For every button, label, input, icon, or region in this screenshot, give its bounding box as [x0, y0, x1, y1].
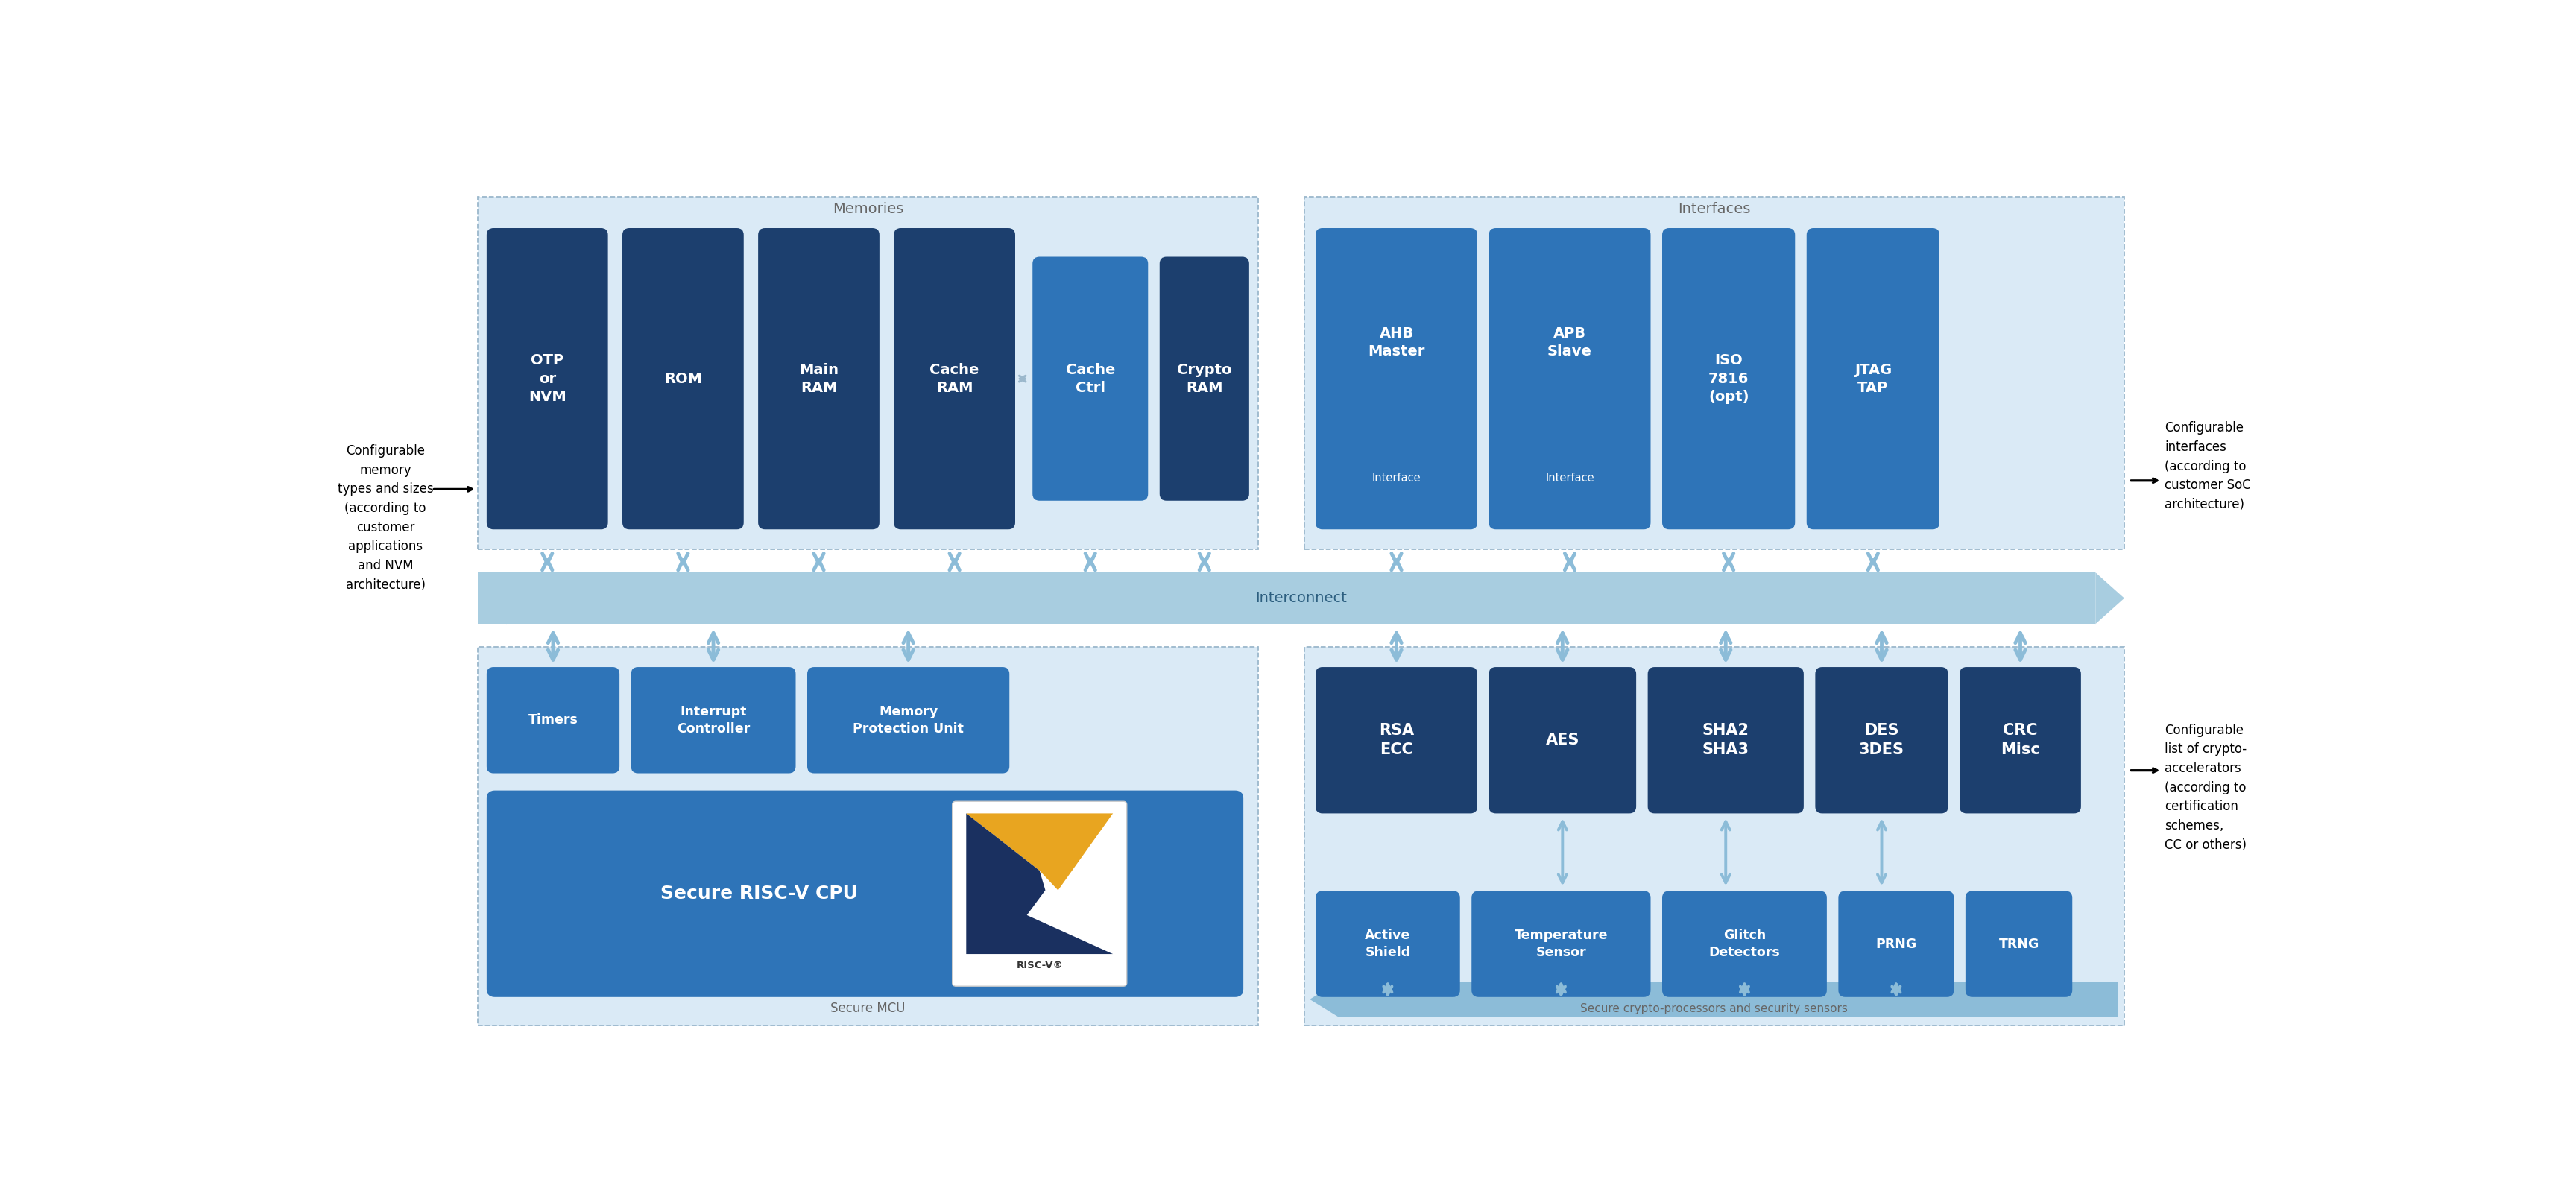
Text: SHA2
SHA3: SHA2 SHA3 — [1703, 723, 1749, 757]
Bar — [1303, 647, 2125, 1025]
Text: Secure MCU: Secure MCU — [829, 1001, 904, 1016]
FancyBboxPatch shape — [1806, 228, 1940, 530]
FancyBboxPatch shape — [1839, 891, 1953, 997]
Bar — [479, 196, 1257, 549]
FancyBboxPatch shape — [487, 228, 608, 530]
Text: Interrupt
Controller: Interrupt Controller — [677, 704, 750, 735]
FancyBboxPatch shape — [1033, 257, 1149, 500]
FancyBboxPatch shape — [1662, 891, 1826, 997]
Text: Configurable
interfaces
(according to
customer SoC
architecture): Configurable interfaces (according to cu… — [2164, 422, 2251, 511]
FancyBboxPatch shape — [757, 228, 878, 530]
Text: CRC
Misc: CRC Misc — [2002, 723, 2040, 757]
Text: Cache
RAM: Cache RAM — [930, 362, 979, 394]
Text: Interface: Interface — [1546, 473, 1595, 484]
Text: Glitch
Detectors: Glitch Detectors — [1708, 929, 1780, 959]
Text: TRNG: TRNG — [1999, 937, 2040, 950]
Text: Crypto
RAM: Crypto RAM — [1177, 362, 1231, 394]
Polygon shape — [966, 814, 1113, 954]
FancyBboxPatch shape — [1662, 228, 1795, 530]
FancyBboxPatch shape — [1960, 668, 2081, 814]
Polygon shape — [1309, 981, 1340, 1017]
Polygon shape — [2094, 573, 2125, 624]
Text: Secure RISC-V CPU: Secure RISC-V CPU — [659, 885, 858, 903]
Text: RISC-V®: RISC-V® — [1015, 960, 1064, 971]
FancyBboxPatch shape — [1489, 228, 1651, 530]
Text: Memory
Protection Unit: Memory Protection Unit — [853, 704, 963, 735]
Text: Secure crypto-processors and security sensors: Secure crypto-processors and security se… — [1582, 1003, 1847, 1015]
Text: Timers: Timers — [528, 714, 577, 727]
Text: Temperature
Sensor: Temperature Sensor — [1515, 929, 1607, 959]
Bar — [1340, 981, 2117, 1017]
FancyBboxPatch shape — [1649, 668, 1803, 814]
FancyBboxPatch shape — [487, 790, 1244, 997]
FancyBboxPatch shape — [894, 228, 1015, 530]
Text: RSA
ECC: RSA ECC — [1378, 723, 1414, 757]
FancyBboxPatch shape — [487, 668, 618, 773]
Bar — [479, 573, 2094, 624]
Text: APB
Slave: APB Slave — [1548, 327, 1592, 359]
Text: Configurable
list of crypto-
accelerators
(according to
certification
schemes,
C: Configurable list of crypto- accelerator… — [2164, 723, 2246, 852]
Text: PRNG: PRNG — [1875, 937, 1917, 950]
Text: Memories: Memories — [832, 202, 904, 216]
FancyBboxPatch shape — [1316, 668, 1476, 814]
FancyBboxPatch shape — [631, 668, 796, 773]
Text: Interfaces: Interfaces — [1677, 202, 1752, 216]
FancyBboxPatch shape — [1316, 228, 1476, 530]
FancyBboxPatch shape — [1816, 668, 1947, 814]
FancyBboxPatch shape — [1471, 891, 1651, 997]
Polygon shape — [479, 573, 507, 624]
Text: Interface: Interface — [1373, 473, 1422, 484]
Bar — [479, 647, 1257, 1025]
Text: OTP
or
NVM: OTP or NVM — [528, 354, 567, 404]
Text: JTAG
TAP: JTAG TAP — [1855, 362, 1891, 394]
FancyBboxPatch shape — [1965, 891, 2071, 997]
Text: AES: AES — [1546, 733, 1579, 747]
Text: Interconnect: Interconnect — [1255, 592, 1347, 606]
Text: Main
RAM: Main RAM — [799, 362, 840, 394]
Bar — [1303, 196, 2125, 549]
FancyBboxPatch shape — [953, 802, 1126, 986]
Text: Cache
Ctrl: Cache Ctrl — [1066, 362, 1115, 394]
Text: Configurable
memory
types and sizes
(according to
customer
applications
and NVM
: Configurable memory types and sizes (acc… — [337, 444, 433, 592]
FancyBboxPatch shape — [1316, 891, 1461, 997]
Polygon shape — [966, 814, 1113, 890]
Text: ISO
7816
(opt): ISO 7816 (opt) — [1708, 354, 1749, 404]
FancyBboxPatch shape — [1159, 257, 1249, 500]
Text: AHB
Master: AHB Master — [1368, 327, 1425, 359]
FancyBboxPatch shape — [806, 668, 1010, 773]
Text: Active
Shield: Active Shield — [1365, 929, 1412, 959]
FancyBboxPatch shape — [1489, 668, 1636, 814]
FancyBboxPatch shape — [623, 228, 744, 530]
Text: ROM: ROM — [665, 372, 703, 386]
Text: DES
3DES: DES 3DES — [1860, 723, 1904, 757]
